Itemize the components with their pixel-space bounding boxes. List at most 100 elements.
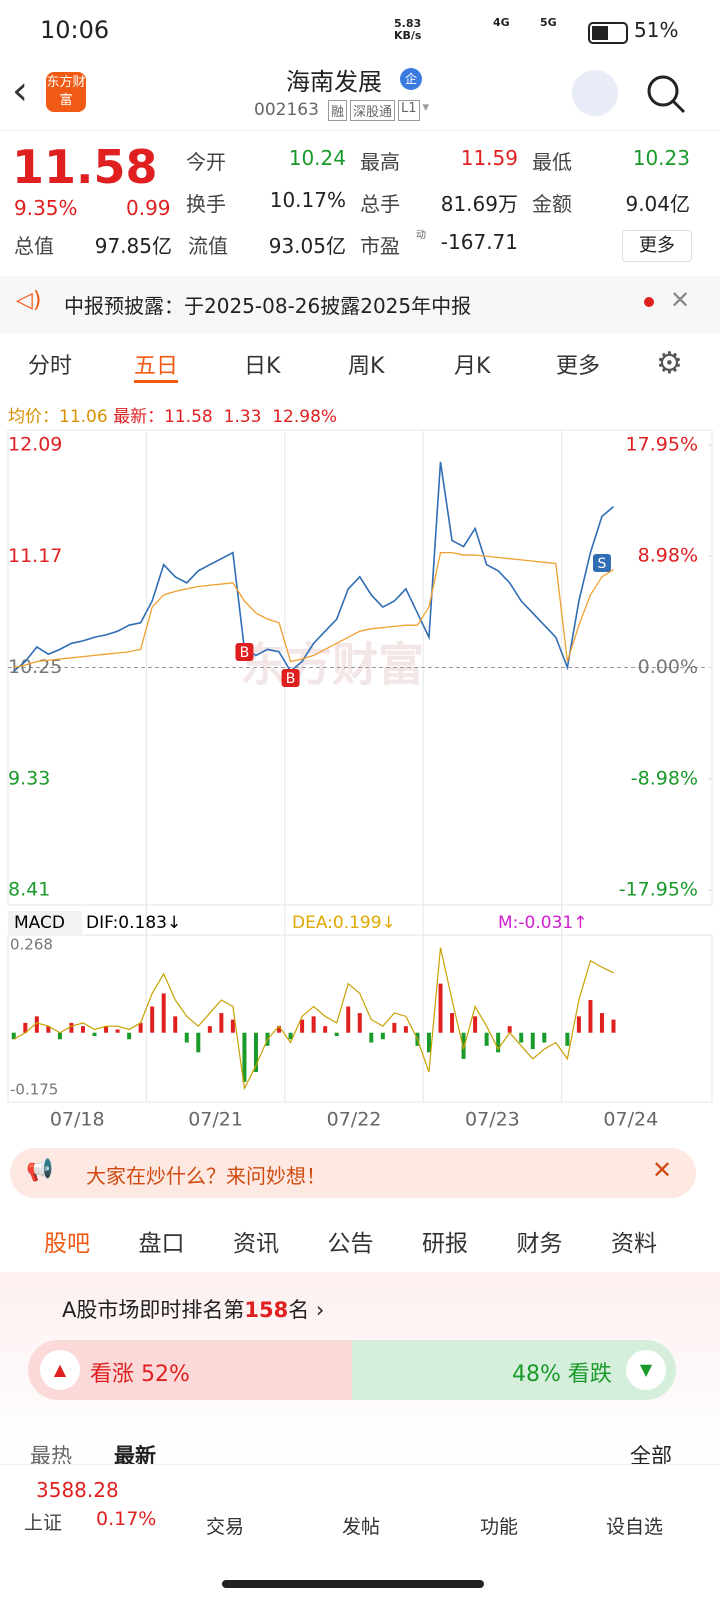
macd-bar (599, 1013, 604, 1033)
banner-close[interactable]: ✕ (652, 1156, 673, 1184)
latest: 11.58 (164, 407, 213, 427)
banner[interactable] (10, 1148, 696, 1198)
avatar[interactable] (572, 70, 618, 116)
x-tick-label: 07/18 (50, 1109, 105, 1131)
banner-icon: 📢 (26, 1158, 54, 1183)
vote-up-bar[interactable] (28, 1340, 362, 1400)
notice[interactable]: 中报预披露：于2025-08-26披露2025年中报 (64, 294, 472, 318)
speed: 5.83 KB/s (394, 18, 421, 42)
field-label: 总值 (14, 234, 54, 258)
net: 5G (540, 16, 557, 29)
macd-tick-label: 0.268 (10, 936, 53, 954)
tab2[interactable]: 资料 (611, 1231, 657, 1257)
avg: 11.06 (59, 407, 108, 427)
macd-bar (438, 983, 443, 1033)
macd-bar (173, 1016, 178, 1033)
macd-dea: DEA:0.199↓ (292, 913, 396, 933)
tag: L1 (398, 100, 420, 121)
macd-bar (92, 1032, 97, 1036)
macd-bar (380, 1032, 385, 1040)
tags: 融深股通 L1 ▾ (328, 100, 429, 121)
tab[interactable]: 更多 (556, 354, 601, 379)
rank-suffix: 名 (288, 1298, 310, 1322)
latest-change: 1.33 (223, 407, 262, 427)
tab[interactable]: 五日 (134, 348, 179, 383)
nav-item[interactable]: 交易 (206, 1516, 245, 1538)
search-icon[interactable] (644, 72, 688, 116)
y-tick-label: 10.25 (8, 656, 62, 678)
macd-bar (104, 1026, 109, 1033)
macd-bar (23, 1022, 28, 1033)
macd-bar (69, 1022, 74, 1033)
field-label: 总手 (360, 192, 400, 216)
trade-marker: S (598, 556, 607, 572)
tab[interactable]: 月K (454, 354, 491, 379)
price-line (13, 551, 614, 669)
macd-bar (115, 1029, 120, 1033)
tab2[interactable]: 研报 (422, 1231, 468, 1257)
macd-dif: DIF:0.183↓ (86, 913, 181, 933)
price-line (13, 461, 615, 673)
macd-bar (392, 1022, 397, 1033)
macd-bar (542, 1032, 547, 1043)
tab[interactable]: 分时 (28, 354, 73, 379)
macd-bar (184, 1032, 189, 1043)
field-label: 市盈 (360, 234, 400, 258)
up-icon: ▲ (40, 1350, 80, 1390)
macd-bar (519, 1032, 524, 1043)
macd-bar (253, 1032, 258, 1072)
y-tick-label: 8.41 (8, 879, 50, 901)
notice-bar (0, 276, 720, 334)
macd-bar (323, 1026, 328, 1033)
field-value: 93.05亿 (268, 234, 346, 258)
macd-bar (450, 1013, 455, 1033)
macd-bar (11, 1032, 16, 1040)
tag: 融 (328, 100, 348, 121)
tab[interactable]: 周K (348, 354, 385, 379)
field-value: 10.17% (269, 188, 346, 212)
speed-value: 5.83 (394, 17, 422, 30)
home-indicator (222, 1580, 484, 1588)
macd-bar (138, 1022, 143, 1033)
rank[interactable]: A股市场即时排名第158名 › (62, 1298, 325, 1322)
y-tick-label: 12.09 (8, 434, 62, 456)
field-label: 最高 (360, 150, 400, 174)
macd-bar (46, 1026, 51, 1033)
down-icon: ▼ (626, 1350, 666, 1390)
macd-frame (7, 934, 713, 1103)
x-tick-label: 07/23 (465, 1109, 520, 1131)
field-value: -167.71 (440, 230, 518, 254)
macd-bar (219, 1013, 224, 1033)
tab2[interactable]: 盘口 (138, 1231, 185, 1257)
more-button[interactable]: 更多 (622, 230, 692, 262)
tab2[interactable]: 公告 (327, 1231, 374, 1257)
tab2[interactable]: 股吧 (44, 1231, 90, 1257)
close[interactable]: ✕ (670, 286, 691, 314)
field-label: 换手 (186, 192, 226, 216)
trade-marker-bg (281, 669, 300, 687)
macd-bar (311, 1016, 316, 1033)
field-label: 金额 (532, 192, 572, 216)
chart: 东方财富 8.419.3310.2511.1712.09-17.95%-8.98… (7, 429, 713, 1131)
vote-down-bar[interactable] (352, 1340, 676, 1400)
y-tick-label: 9.33 (8, 767, 50, 789)
nav-item[interactable]: 发帖 (342, 1516, 381, 1538)
info: 均价：11.06 最新：11.58 1.33 12.98% (8, 402, 337, 427)
speed-unit: KB/s (394, 29, 422, 42)
tab2[interactable]: 财务 (516, 1231, 563, 1257)
y2-tick-label: 0.00% (638, 656, 698, 678)
x-tick-label: 07/24 (603, 1109, 658, 1131)
tab[interactable]: 日K (244, 354, 281, 379)
price: 11.58 (12, 140, 158, 194)
x-tick-label: 07/21 (188, 1109, 243, 1131)
field-value: 10.24 (288, 146, 346, 170)
nav-item[interactable]: 功能 (480, 1516, 519, 1538)
index-value[interactable]: 3588.28 (36, 1478, 119, 1502)
rank-num: 158 (244, 1298, 289, 1322)
back[interactable]: ‹ (12, 68, 28, 114)
settings[interactable]: ⚙ (656, 346, 683, 381)
index-pct: 0.17% (96, 1508, 157, 1530)
tab2[interactable]: 资讯 (233, 1231, 279, 1257)
avg-label: 均价： (8, 407, 59, 427)
nav-item[interactable]: 设自选 (606, 1516, 664, 1538)
